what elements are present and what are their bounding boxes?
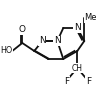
Text: F: F [63,76,68,85]
Text: N: N [73,24,80,32]
Text: N: N [39,37,45,45]
Text: F: F [85,76,90,85]
Text: N: N [53,37,60,45]
Text: Me: Me [84,13,96,23]
Text: HO: HO [0,46,12,56]
Text: CH: CH [71,64,82,72]
Text: O: O [19,26,26,34]
